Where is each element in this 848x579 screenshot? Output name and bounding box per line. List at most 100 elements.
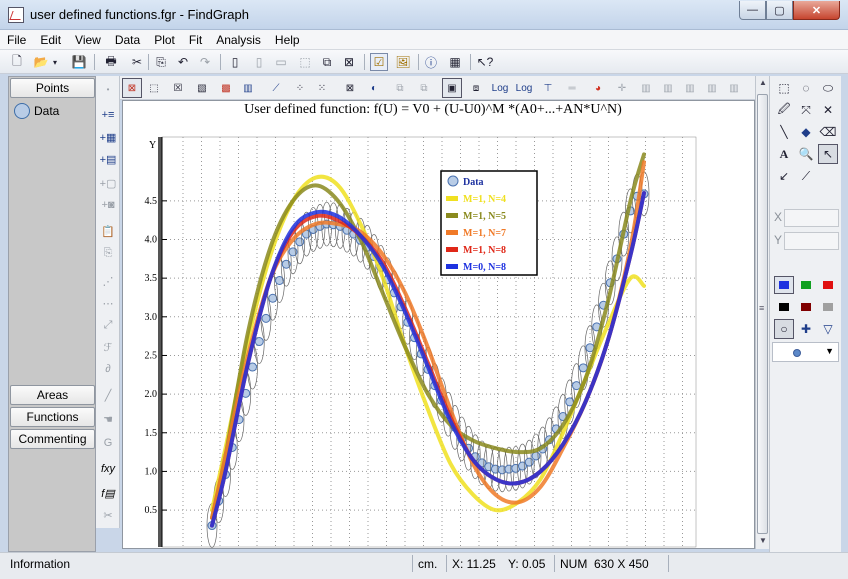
undo-icon[interactable]: ↶ — [177, 55, 189, 69]
diagonal-box-icon[interactable]: ▧ — [197, 82, 207, 94]
print-icon[interactable]: 🖶 — [105, 53, 117, 68]
grid-box-icon[interactable]: ▩ — [221, 82, 231, 94]
color-swatch-green[interactable] — [796, 276, 816, 294]
copy-plot-icon[interactable]: ⧉ — [396, 82, 404, 94]
free-select-icon[interactable]: ⬭ — [822, 80, 834, 95]
menu-data[interactable]: Data — [114, 33, 141, 47]
line-tool-icon[interactable]: ╱ — [104, 389, 112, 402]
open-dropdown-icon[interactable]: ▾ — [52, 57, 57, 67]
polar-icon[interactable]: ◐ — [370, 82, 378, 94]
scroll-up-icon[interactable]: ▲ — [759, 78, 767, 87]
page-paste-icon[interactable]: ▭ — [275, 55, 287, 69]
scatter-tool-icon[interactable]: ⋰ — [102, 275, 114, 288]
add-column-icon[interactable]: +▤ — [99, 153, 117, 166]
zoom-box-icon[interactable]: ⬚ — [149, 82, 159, 94]
scissors-icon[interactable]: ✂ — [103, 509, 113, 522]
select-arrow-icon[interactable]: ↖ — [818, 144, 838, 164]
histogram3-icon[interactable]: ▥ — [685, 82, 695, 94]
histogram5-icon[interactable]: ▥ — [729, 82, 739, 94]
frame-copy-icon[interactable]: ⧈ — [472, 82, 480, 94]
paste-data-icon[interactable]: 📋 — [101, 225, 115, 238]
save-icon[interactable]: 💾 — [71, 55, 87, 69]
x-coord-field[interactable] — [784, 209, 839, 227]
filter-icon[interactable]: ℱ — [103, 341, 113, 354]
log-x-icon[interactable]: Log — [491, 82, 509, 94]
color-swatch-red[interactable] — [818, 276, 838, 294]
add-image-icon[interactable]: +▢ — [99, 177, 117, 190]
lasso-select-icon[interactable]: ◌ — [802, 81, 810, 95]
menu-fit[interactable]: Fit — [188, 33, 203, 47]
axis-scale-icon[interactable]: ⊤ — [543, 82, 553, 94]
color-wheel-icon[interactable]: ◕ — [594, 82, 602, 94]
bar-chart-icon[interactable]: ▥ — [243, 82, 253, 94]
eraser-icon[interactable]: ⌫ — [819, 125, 837, 139]
paste-plot-icon[interactable]: ⧉ — [420, 82, 428, 94]
minimize-button[interactable]: — — [739, 1, 766, 20]
plus-marker-icon[interactable]: ✚ — [800, 322, 812, 336]
color-swatch-maroon[interactable] — [796, 298, 816, 316]
plot-mode-icon[interactable]: ⊠ — [122, 78, 142, 98]
dot-icon[interactable]: • — [106, 84, 110, 94]
triangle-marker-icon[interactable]: ▽ — [823, 322, 833, 336]
fill-icon[interactable]: ◆ — [801, 125, 811, 139]
frame-icon[interactable]: ▣ — [442, 78, 462, 98]
cut-icon[interactable]: ✂ — [131, 55, 143, 69]
copy-icon[interactable]: ⎘ — [156, 54, 166, 69]
menu-analysis[interactable]: Analysis — [216, 33, 261, 47]
plot-canvas[interactable]: 0.5 1.0 1.5 2.0 2.5 3.0 3.5 4.0 4.5 User defined… — [122, 100, 755, 549]
add-points-icon[interactable]: +≡ — [101, 109, 115, 121]
circle-marker-icon[interactable]: ○ — [774, 319, 794, 339]
menu-help[interactable]: Help — [274, 33, 300, 47]
close-button[interactable]: ✕ — [793, 1, 840, 20]
image-icon[interactable]: 🖼 — [395, 55, 411, 69]
gauss-icon[interactable]: G — [103, 437, 113, 449]
list-item[interactable]: Data — [14, 103, 59, 119]
histogram-icon[interactable]: ▥ — [641, 82, 651, 94]
page-copy-icon[interactable]: ▯ — [255, 55, 263, 69]
areas-button[interactable]: Areas — [10, 385, 95, 405]
scroll-down-icon[interactable]: ▼ — [759, 536, 767, 545]
maximize-button[interactable]: ▢ — [766, 1, 793, 20]
add-table-icon[interactable]: +▦ — [99, 131, 117, 144]
derivative-icon[interactable]: ∂ — [105, 363, 111, 375]
copy-data-icon[interactable]: ⎘ — [103, 246, 113, 259]
y-coord-field[interactable] — [784, 232, 839, 250]
text-tool-icon[interactable]: A — [779, 146, 789, 161]
pointer-cross-icon[interactable]: ⤧ — [801, 102, 811, 117]
log-y-icon[interactable]: Log — [515, 82, 533, 94]
info-icon[interactable]: ⓘ — [424, 55, 437, 70]
color-swatch-black[interactable] — [774, 298, 794, 316]
histogram4-icon[interactable]: ▥ — [707, 82, 717, 94]
menu-plot[interactable]: Plot — [154, 33, 175, 47]
crop-icon[interactable]: ⧉ — [322, 54, 332, 69]
magnifier-icon[interactable]: 🔍 — [798, 147, 814, 161]
new-file-icon[interactable]: 🗋 — [12, 53, 22, 68]
cross-box-icon[interactable]: ☒ — [173, 82, 183, 94]
points-button[interactable]: Points — [10, 78, 95, 98]
menu-file[interactable]: File — [7, 33, 27, 47]
symbol-select[interactable]: ▼ — [772, 342, 839, 362]
menu-view[interactable]: View — [75, 33, 101, 47]
select-rect-icon[interactable]: ⬚ — [299, 55, 311, 69]
function-xy-icon[interactable]: fxy — [100, 463, 116, 475]
scatter-chart-icon[interactable]: ⁘ — [295, 82, 305, 94]
help-pointer-icon[interactable]: ↖? — [476, 55, 494, 69]
function-table-icon[interactable]: f▤ — [101, 487, 115, 500]
scatter-grid-icon[interactable]: ⁙ — [317, 82, 327, 94]
page-icon[interactable]: ▯ — [231, 55, 239, 69]
measure-icon[interactable]: ⟋ — [801, 168, 811, 183]
vertical-scrollbar[interactable]: ▲ ▼ — [755, 76, 769, 549]
line-chart-icon[interactable]: ⟋ — [272, 82, 280, 94]
eyedropper-icon[interactable]: 🖉 — [777, 101, 791, 116]
commenting-button[interactable]: Commenting — [10, 429, 95, 449]
crosshair-icon[interactable]: ✛ — [617, 82, 627, 94]
axis-line-icon[interactable]: ═ — [568, 82, 576, 94]
menu-edit[interactable]: Edit — [40, 33, 62, 47]
pick-point-icon[interactable]: ↙ — [778, 169, 790, 183]
color-swatch-gray[interactable] — [818, 298, 838, 316]
scroll-thumb[interactable] — [757, 94, 768, 534]
delete-points-icon[interactable]: ✕ — [822, 103, 834, 117]
axes-cross-icon[interactable]: ⊠ — [345, 82, 355, 94]
table-icon[interactable]: ▦ — [449, 55, 461, 69]
hand-tool-icon[interactable]: ☚ — [103, 413, 113, 426]
